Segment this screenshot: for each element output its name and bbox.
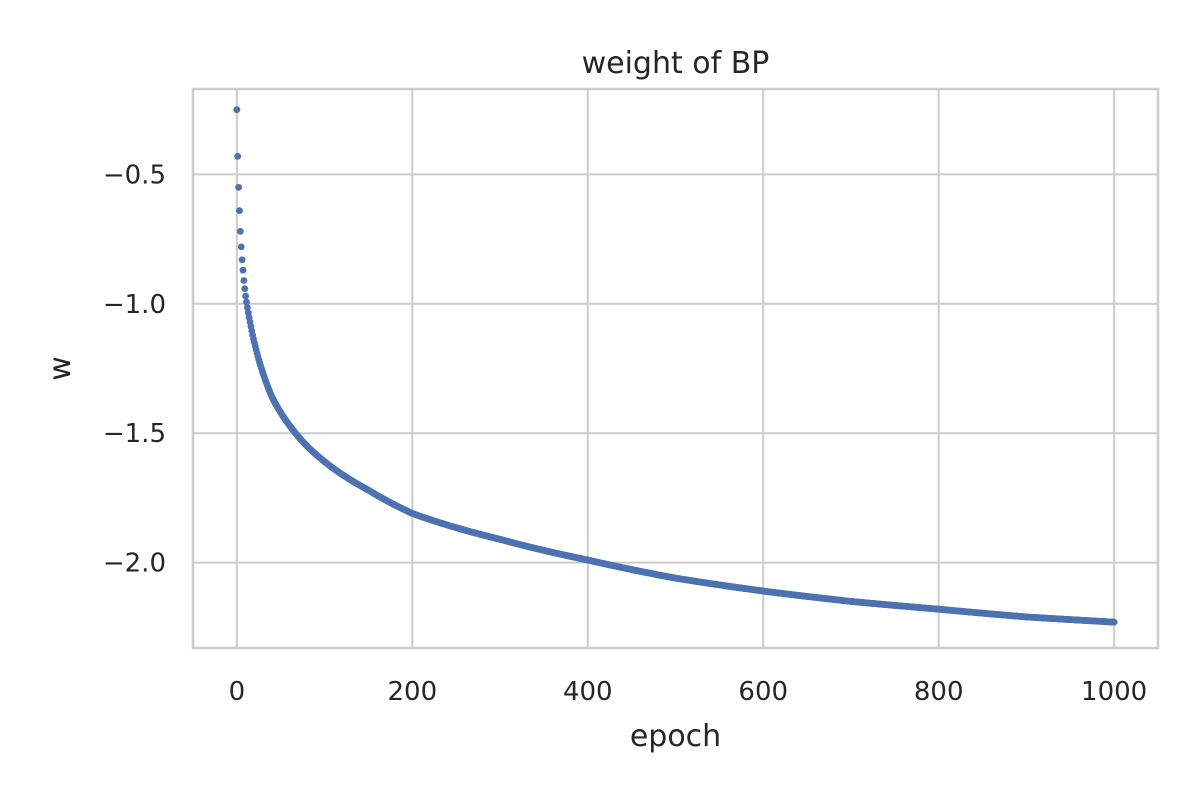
grid-lines xyxy=(193,89,1158,648)
data-points xyxy=(233,106,1118,626)
x-tick-label: 0 xyxy=(229,677,246,707)
data-point xyxy=(237,243,245,251)
x-tick-label: 1000 xyxy=(1081,677,1147,707)
y-tick-label: −1.0 xyxy=(103,290,166,320)
y-tick-label: −0.5 xyxy=(103,160,166,190)
y-tick-labels: −0.5 −1.0 −1.5 −2.0 xyxy=(103,160,166,578)
data-point xyxy=(239,266,247,274)
x-tick-label: 400 xyxy=(563,677,613,707)
y-axis-label: w xyxy=(43,356,78,381)
x-tick-labels: 0 200 400 600 800 1000 xyxy=(229,677,1148,707)
chart-title: weight of BP xyxy=(582,46,770,81)
data-point xyxy=(1110,618,1118,626)
data-point xyxy=(242,292,250,300)
y-tick-label: −1.5 xyxy=(103,419,166,449)
plot-frame xyxy=(191,87,1160,650)
data-point xyxy=(234,152,242,160)
data-point xyxy=(240,277,248,284)
x-tick-label: 200 xyxy=(387,677,437,707)
data-point xyxy=(236,227,244,235)
x-tick-label: 800 xyxy=(914,677,964,707)
y-tick-label: −2.0 xyxy=(103,549,166,579)
data-point xyxy=(243,304,251,311)
data-point xyxy=(241,285,249,293)
data-point xyxy=(238,256,246,264)
data-point xyxy=(235,183,243,191)
data-point xyxy=(243,298,250,306)
data-point xyxy=(233,106,241,114)
x-tick-label: 600 xyxy=(738,677,788,707)
x-axis-label: epoch xyxy=(630,719,721,754)
data-point xyxy=(236,207,243,215)
